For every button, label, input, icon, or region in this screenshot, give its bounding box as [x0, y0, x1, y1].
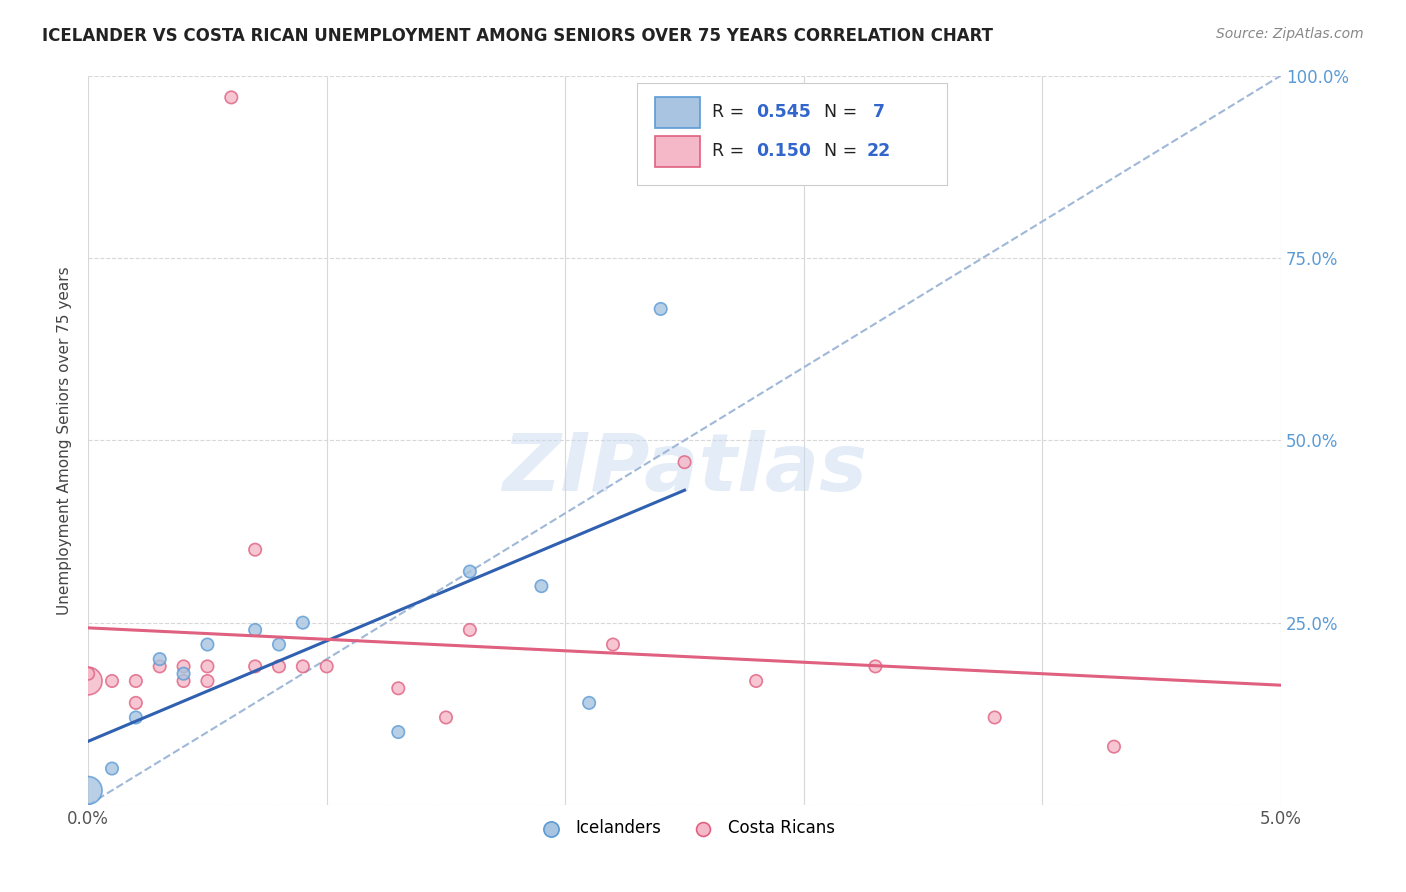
Point [434, 710, 457, 724]
Point [243, 542, 266, 557]
Point [149, 652, 172, 666]
Point [315, 659, 337, 673]
Point [149, 659, 172, 673]
Point [197, 673, 219, 688]
FancyBboxPatch shape [655, 97, 700, 128]
Point [602, 638, 624, 652]
Point [77, 666, 100, 681]
FancyBboxPatch shape [637, 83, 948, 185]
Point [458, 565, 481, 579]
Text: R =: R = [711, 103, 744, 121]
Point [125, 673, 148, 688]
Point [865, 659, 887, 673]
Text: 22: 22 [868, 142, 891, 160]
Point [745, 673, 768, 688]
Point [387, 681, 409, 696]
Text: N =: N = [824, 103, 858, 121]
Text: ICELANDER VS COSTA RICAN UNEMPLOYMENT AMONG SENIORS OVER 75 YEARS CORRELATION CH: ICELANDER VS COSTA RICAN UNEMPLOYMENT AM… [42, 27, 993, 45]
Point [77, 783, 100, 797]
Point [101, 673, 124, 688]
Point [197, 638, 219, 652]
Text: 0.150: 0.150 [756, 142, 811, 160]
Point [125, 710, 148, 724]
Point [983, 710, 1005, 724]
Point [221, 90, 243, 104]
Point [291, 659, 314, 673]
Text: 0.545: 0.545 [756, 103, 811, 121]
Point [267, 659, 290, 673]
Y-axis label: Unemployment Among Seniors over 75 years: Unemployment Among Seniors over 75 years [58, 266, 72, 615]
Text: ZIPatlas: ZIPatlas [502, 431, 868, 508]
Text: 7: 7 [868, 103, 884, 121]
Point [77, 673, 100, 688]
Text: R =: R = [711, 142, 744, 160]
Point [243, 659, 266, 673]
Point [1102, 739, 1125, 754]
FancyBboxPatch shape [655, 136, 700, 167]
Point [530, 579, 553, 593]
Point [458, 623, 481, 637]
Point [101, 762, 124, 776]
Point [387, 725, 409, 739]
Point [291, 615, 314, 630]
Point [173, 666, 195, 681]
Point [173, 673, 195, 688]
Point [650, 301, 672, 316]
Text: Source: ZipAtlas.com: Source: ZipAtlas.com [1216, 27, 1364, 41]
Text: N =: N = [824, 142, 858, 160]
Point [673, 455, 696, 469]
Point [578, 696, 600, 710]
Point [243, 623, 266, 637]
Point [267, 638, 290, 652]
Point [197, 659, 219, 673]
Point [173, 659, 195, 673]
Point [125, 696, 148, 710]
Legend: Icelanders, Costa Ricans: Icelanders, Costa Ricans [527, 813, 842, 844]
